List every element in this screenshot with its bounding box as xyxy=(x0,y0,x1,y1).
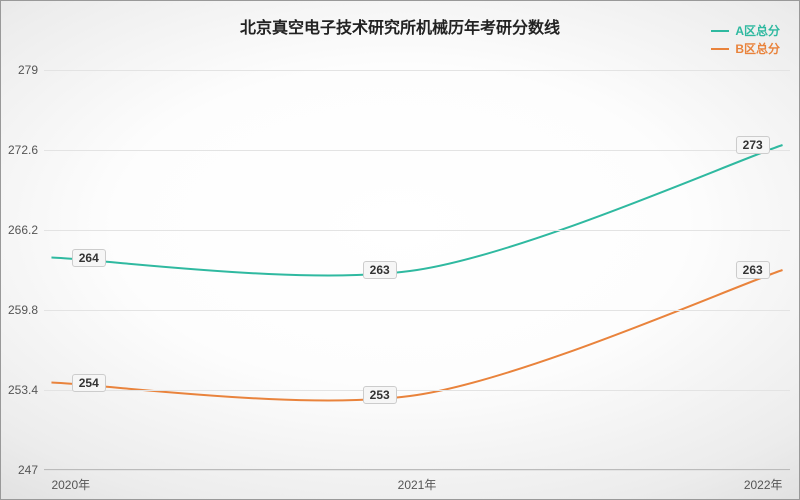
x-tick-label: 2022年 xyxy=(744,470,783,493)
legend-label: B区总分 xyxy=(735,40,780,58)
x-tick-label: 2020年 xyxy=(51,470,90,493)
data-label: 263 xyxy=(363,261,397,279)
data-label: 263 xyxy=(736,261,770,279)
series-line xyxy=(51,145,782,275)
data-label: 253 xyxy=(363,386,397,404)
legend-label: A区总分 xyxy=(735,22,780,40)
y-tick-label: 279 xyxy=(18,63,44,77)
y-tick-label: 272.6 xyxy=(8,143,44,157)
chart-title: 北京真空电子技术研究所机械历年考研分数线 xyxy=(0,14,800,38)
legend: A区总分B区总分 xyxy=(711,22,780,58)
plot-area: 247253.4259.8266.2272.62792020年2021年2022… xyxy=(44,70,790,470)
legend-swatch xyxy=(711,48,729,50)
y-gridline xyxy=(44,230,790,231)
y-tick-label: 266.2 xyxy=(8,223,44,237)
data-label: 273 xyxy=(736,136,770,154)
legend-item: B区总分 xyxy=(711,40,780,58)
legend-item: A区总分 xyxy=(711,22,780,40)
y-gridline xyxy=(44,390,790,391)
y-tick-label: 253.4 xyxy=(8,383,44,397)
y-tick-label: 259.8 xyxy=(8,303,44,317)
line-layer xyxy=(44,70,790,470)
series-line xyxy=(51,270,782,400)
legend-swatch xyxy=(711,30,729,32)
y-gridline xyxy=(44,150,790,151)
y-gridline xyxy=(44,310,790,311)
y-tick-label: 247 xyxy=(18,463,44,477)
data-label: 254 xyxy=(72,374,106,392)
data-label: 264 xyxy=(72,249,106,267)
y-gridline xyxy=(44,70,790,71)
x-tick-label: 2021年 xyxy=(398,470,437,493)
